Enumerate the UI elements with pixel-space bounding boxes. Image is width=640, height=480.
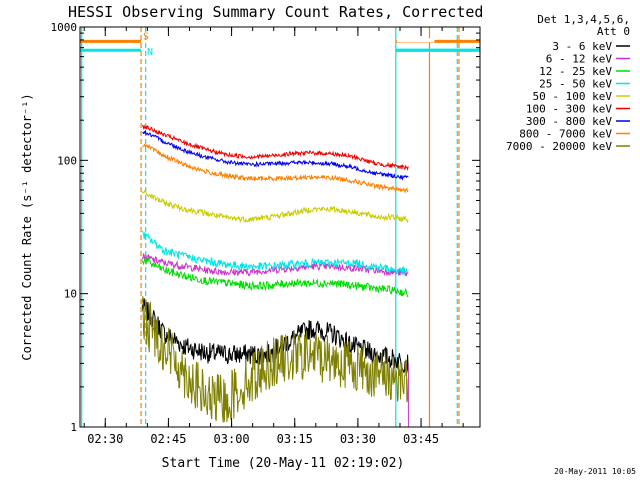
- legend-item: 800 - 7000 keV: [519, 128, 612, 141]
- x-axis-ticks: 02:30 02:45 03:00 03:15 03:30 03:45: [83, 27, 464, 446]
- x-tick-label: 02:30: [87, 432, 123, 446]
- legend-item: 7000 - 20000 keV: [506, 140, 612, 153]
- series-group: [141, 124, 409, 427]
- legend-item: 100 - 300 keV: [526, 103, 612, 116]
- x-tick-label: 03:00: [214, 432, 250, 446]
- legend-item: 12 - 25 keV: [539, 65, 612, 78]
- flag-label: N: [147, 47, 153, 58]
- timestamp: 20-May-2011 10:05: [554, 467, 636, 476]
- legend-item: 6 - 12 keV: [546, 53, 613, 66]
- legend-item: 25 - 50 keV: [539, 78, 612, 91]
- legend-item: 300 - 800 keV: [526, 115, 612, 128]
- plot-frame: [79, 26, 481, 428]
- flag-gap: [396, 38, 435, 43]
- x-axis-label: Start Time (20-May-11 02:19:02): [162, 456, 405, 471]
- x-tick-label: 03:45: [403, 432, 439, 446]
- y-tick-label: 1000: [51, 21, 78, 34]
- legend-item: 50 - 100 keV: [533, 90, 613, 103]
- series-line: [142, 143, 409, 194]
- series-line: [141, 257, 409, 298]
- y-axis-label: Corrected Count Rate (s⁻¹ detector⁻¹): [20, 93, 34, 360]
- series-line: [142, 129, 409, 181]
- y-tick-label: 1: [70, 421, 77, 434]
- legend-header: Att 0: [597, 25, 630, 38]
- flag-label: S: [143, 31, 149, 42]
- series-line: [141, 296, 409, 423]
- x-tick-label: 02:45: [150, 432, 186, 446]
- y-tick-label: 10: [64, 288, 77, 301]
- legend-item: 3 - 6 keV: [552, 40, 612, 53]
- series-line: [141, 189, 409, 224]
- x-tick-label: 03:15: [277, 432, 313, 446]
- y-axis-ticks: 1 10 100 1000: [51, 21, 480, 434]
- x-tick-label: 03:30: [340, 432, 376, 446]
- flag-lines: SN: [80, 31, 480, 58]
- series-line: [141, 124, 409, 172]
- chart-title: HESSI Observing Summary Count Rates, Cor…: [68, 3, 483, 21]
- series-line: [141, 230, 409, 276]
- legend-header: Det 1,3,4,5,6,: [537, 13, 630, 26]
- y-tick-label: 100: [57, 154, 77, 167]
